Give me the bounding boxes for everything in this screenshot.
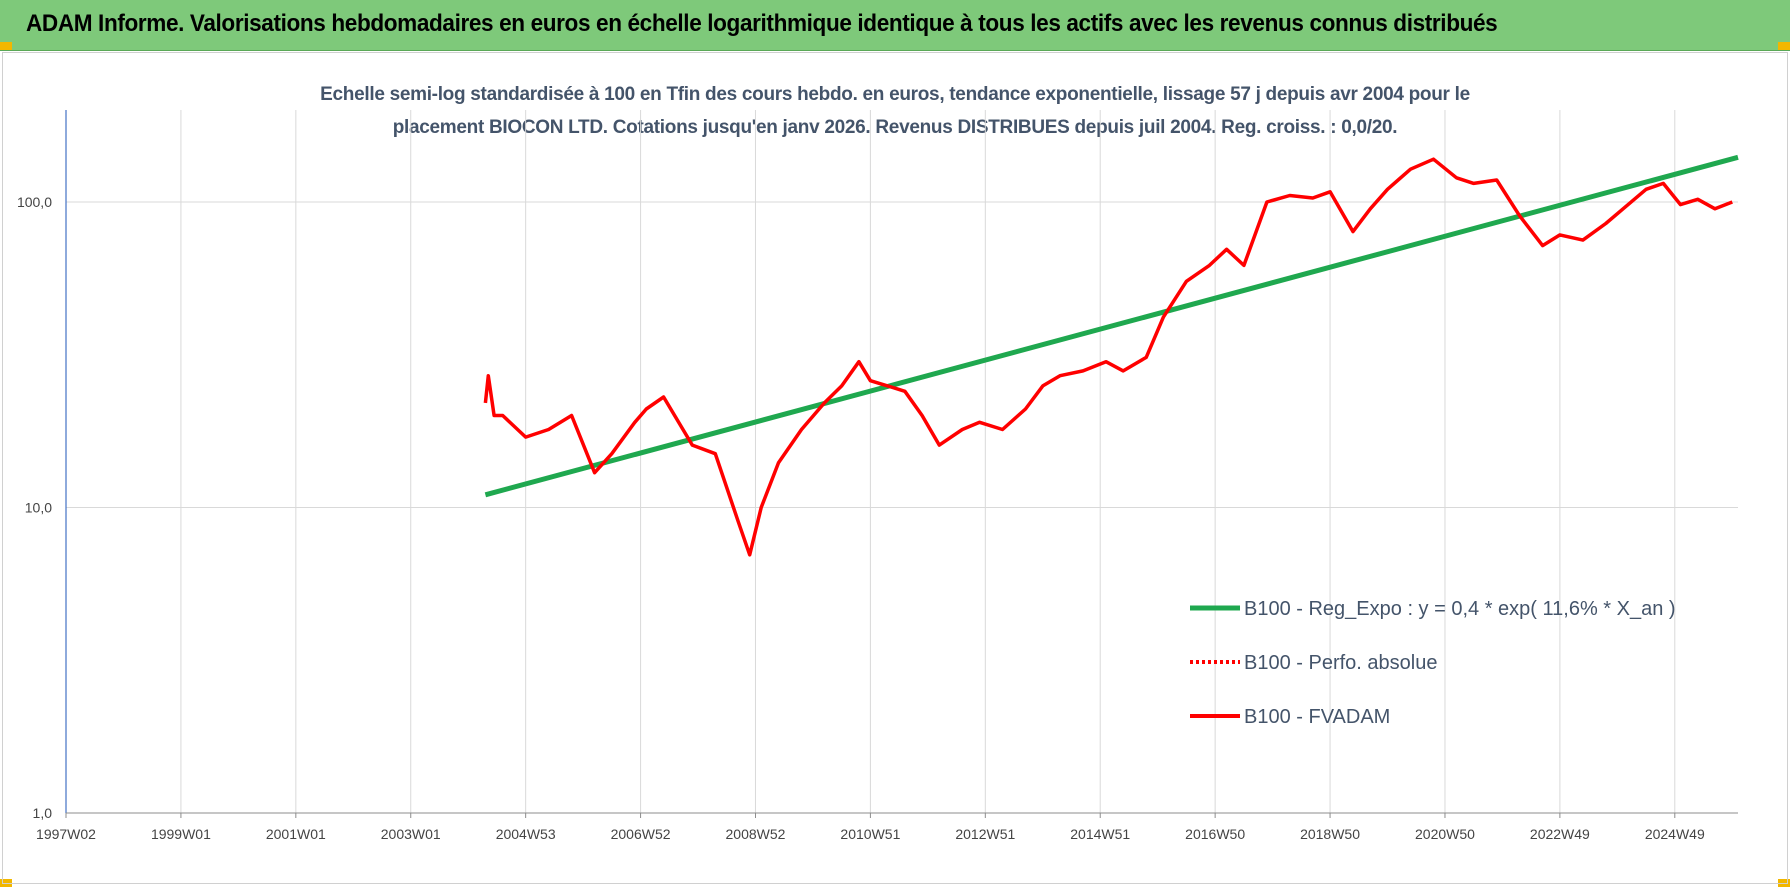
x-tick-label: 2010W51 [840, 826, 900, 842]
x-tick-label: 2004W53 [496, 826, 556, 842]
legend-label: B100 - FVADAM [1244, 706, 1390, 728]
legend-label: B100 - Perfo. absolue [1244, 652, 1437, 674]
x-tick-label: 2014W51 [1070, 826, 1130, 842]
x-tick-label: 2024W49 [1645, 826, 1705, 842]
x-tick-label: 1999W01 [151, 826, 211, 842]
x-tick-label: 2003W01 [381, 826, 441, 842]
x-tick-label: 2006W52 [611, 826, 671, 842]
legend-label: B100 - Reg_Expo : y = 0,4 * exp( 11,6% *… [1244, 598, 1676, 620]
corner-marker [1778, 42, 1790, 50]
chart-title-line-2: placement BIOCON LTD. Cotations jusqu'en… [392, 117, 1398, 138]
report-banner: ADAM Informe. Valorisations hebdomadaire… [0, 0, 1790, 51]
chart-title: Echelle semi-log standardisée à 100 en T… [230, 78, 1560, 144]
y-tick-label: 1,0 [33, 805, 53, 821]
x-tick-label: 2008W52 [726, 826, 786, 842]
series-line-3 [483, 157, 1733, 557]
report-title: ADAM Informe. Valorisations hebdomadaire… [26, 10, 1498, 37]
x-tick-label: 2020W50 [1415, 826, 1475, 842]
y-tick-label: 10,0 [25, 499, 52, 515]
chart-area [2, 52, 1788, 884]
corner-marker [0, 42, 12, 50]
chart-title-line-1: Echelle semi-log standardisée à 100 en T… [320, 84, 1470, 105]
x-tick-label: 2022W49 [1530, 826, 1590, 842]
series-line-1 [484, 154, 1739, 498]
x-tick-label: 2016W50 [1185, 826, 1245, 842]
x-tick-label: 2012W51 [955, 826, 1015, 842]
x-tick-label: 2018W50 [1300, 826, 1360, 842]
x-tick-label: 1997W02 [36, 826, 96, 842]
y-tick-label: 100,0 [17, 194, 52, 210]
x-tick-label: 2001W01 [266, 826, 326, 842]
